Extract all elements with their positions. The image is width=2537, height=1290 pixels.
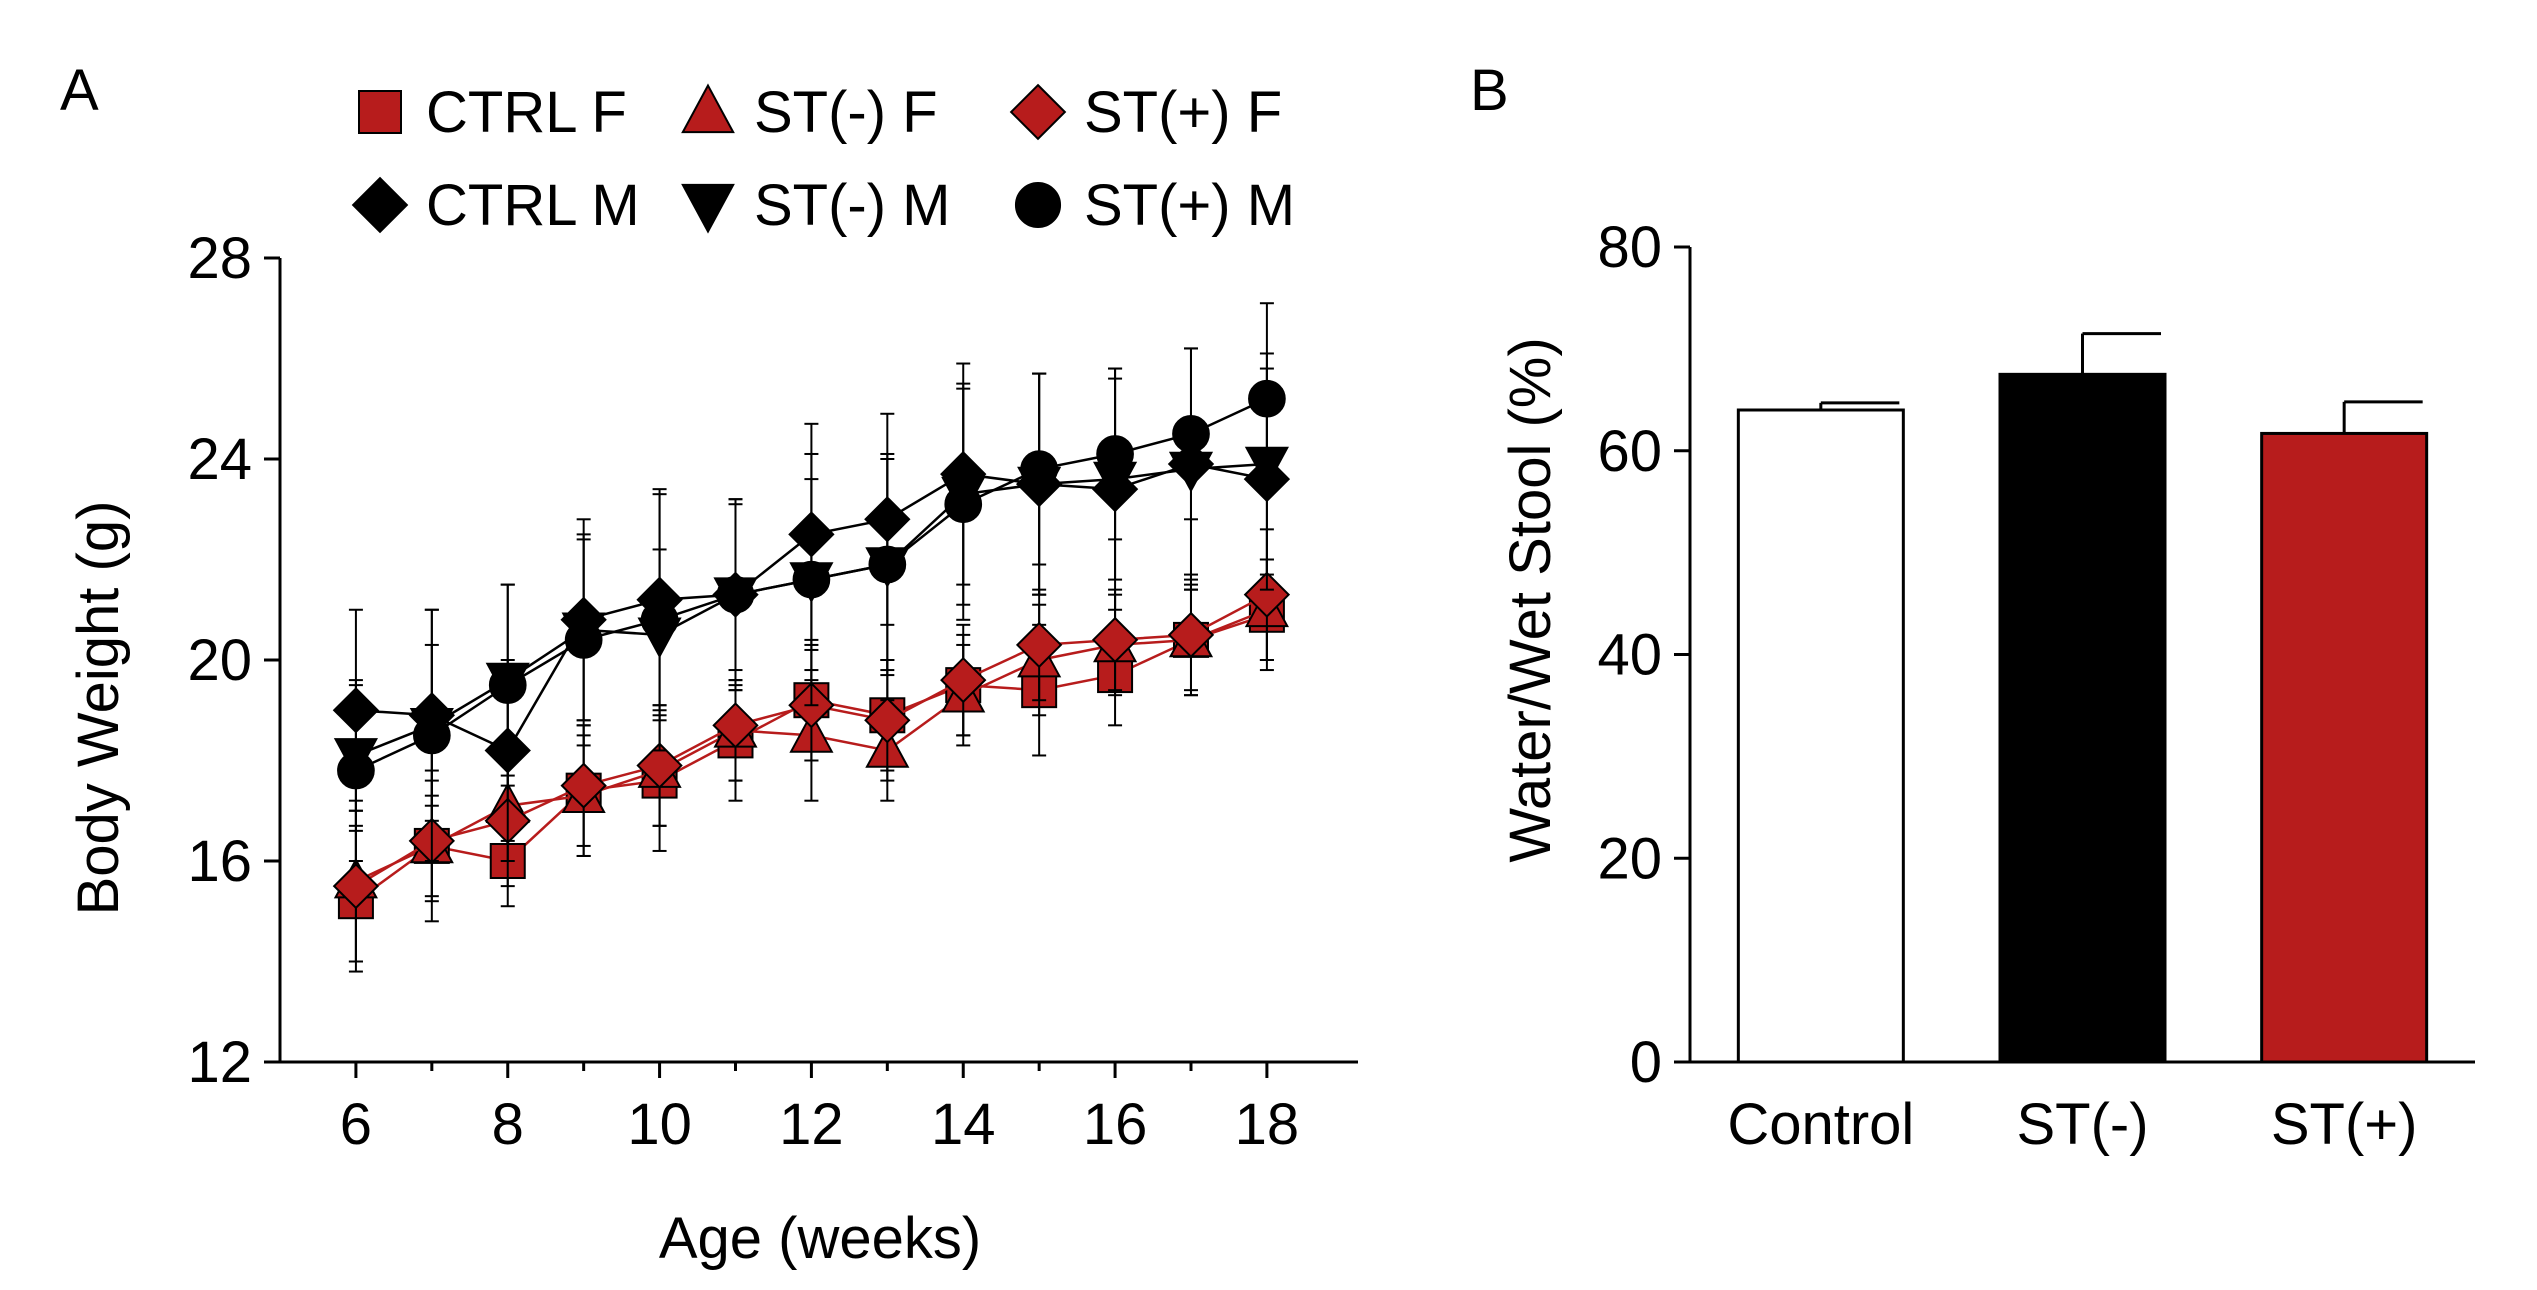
y-tick-label-b: 80 <box>1597 215 1662 280</box>
bar-0 <box>1736 408 1905 1064</box>
y-tick-label-b: 0 <box>1630 1030 1662 1095</box>
legend-marker <box>358 90 402 134</box>
data-point <box>1243 571 1291 618</box>
y-tick-label-a: 24 <box>187 427 252 492</box>
x-tick-label-a: 8 <box>492 1092 524 1157</box>
data-point <box>488 666 527 704</box>
chart-a: CTRL F ST(-) F ST(+) F CTRL M ST(-) M ST(+) M… <box>66 80 1358 1271</box>
legend-label: ST(-) M <box>754 173 951 238</box>
data-point <box>1167 611 1215 659</box>
legend-label: CTRL F <box>426 80 627 145</box>
series-2 <box>332 528 1291 963</box>
data-point <box>1020 450 1059 488</box>
data-point <box>412 716 451 755</box>
legend-label: ST(+) M <box>1084 173 1295 238</box>
y-tick-label-a: 12 <box>187 1030 252 1095</box>
x-axis-title-a: Age (weeks) <box>659 1206 981 1271</box>
x-tick-label-a: 16 <box>1083 1092 1148 1157</box>
x-tick-label-a: 12 <box>779 1092 844 1157</box>
axes-a: 12 16 20 24 28 6 8 10 12 14 16 18 <box>187 226 1358 1157</box>
data-point <box>1172 415 1210 453</box>
data-point <box>712 702 759 749</box>
data-point <box>868 545 907 584</box>
axes-b: 0 20 40 60 80 Control ST(-) ST(+) <box>1597 215 2475 1157</box>
y-tick-label-a: 28 <box>187 226 252 291</box>
data-point <box>337 751 375 790</box>
data-point <box>560 762 607 809</box>
data-point <box>944 485 983 524</box>
x-category-label-b: Control <box>1727 1092 1914 1157</box>
y-axis-title-a: Body Weight (g) <box>66 501 131 916</box>
data-point <box>1248 379 1286 418</box>
legend-label: ST(-) F <box>754 80 938 145</box>
data-point <box>864 697 911 744</box>
y-axis-title-b: Water/Wet Stool (%) <box>1498 337 1563 862</box>
legend-marker <box>681 183 735 234</box>
x-tick-label-a: 10 <box>627 1092 692 1157</box>
panel-label-a: A <box>60 58 99 123</box>
x-category-label-b: ST(+) <box>2271 1092 2418 1157</box>
y-tick-label-a: 20 <box>187 628 252 693</box>
legend-label: ST(+) F <box>1084 80 1282 145</box>
x-tick-label-a: 18 <box>1235 1092 1300 1157</box>
chart-b: 0 20 40 60 80 Control ST(-) ST(+) Water/Wet Sto… <box>1498 215 2475 1157</box>
legend-label: CTRL M <box>426 173 640 238</box>
series-5 <box>337 302 1286 862</box>
legend-marker <box>351 176 409 234</box>
data-point <box>716 575 755 614</box>
data-point <box>1091 616 1139 664</box>
data-point <box>792 560 831 599</box>
bar-2 <box>2260 431 2429 1064</box>
data-point <box>636 742 683 789</box>
x-category-label-b: ST(-) <box>2016 1092 2148 1157</box>
legend-marker <box>681 83 735 134</box>
legend-marker <box>1014 181 1062 229</box>
data-point <box>1096 435 1134 473</box>
plot-area-a <box>332 302 1291 973</box>
x-tick-label-a: 6 <box>340 1092 372 1157</box>
y-tick-label-b: 60 <box>1597 419 1662 484</box>
data-point <box>1015 621 1063 669</box>
plot-area-b <box>1736 332 2429 1064</box>
bar-1 <box>1998 372 2167 1064</box>
data-point <box>640 600 679 639</box>
y-tick-label-b: 40 <box>1597 623 1662 688</box>
y-tick-label-a: 16 <box>187 829 252 894</box>
x-tick-label-a: 14 <box>931 1092 996 1157</box>
legend-a: CTRL F ST(-) F ST(+) F CTRL M ST(-) M ST(+) M <box>351 80 1295 238</box>
legend-marker <box>1009 83 1067 141</box>
y-tick-label-b: 20 <box>1597 826 1662 891</box>
data-point <box>564 621 603 659</box>
data-point <box>940 656 987 704</box>
data-point <box>332 862 380 910</box>
panel-label-b: B <box>1470 58 1509 123</box>
